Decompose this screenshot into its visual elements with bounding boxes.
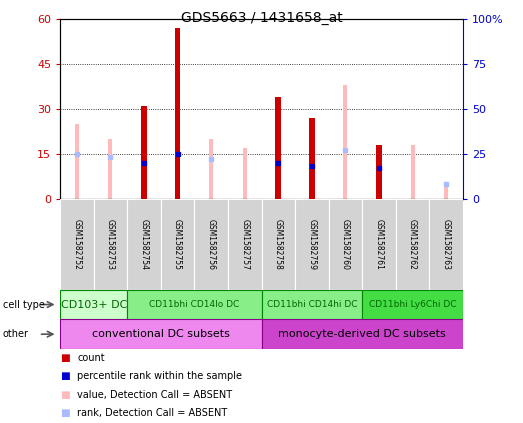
Bar bbox=[209, 139, 213, 199]
Text: GSM1582754: GSM1582754 bbox=[140, 219, 149, 270]
Bar bbox=[127, 199, 161, 290]
Bar bbox=[295, 199, 328, 290]
Text: monocyte-derived DC subsets: monocyte-derived DC subsets bbox=[278, 329, 446, 339]
Text: GSM1582761: GSM1582761 bbox=[374, 219, 383, 270]
Bar bbox=[411, 145, 415, 199]
Text: ■: ■ bbox=[60, 371, 70, 382]
Text: CD11bhi CD14lo DC: CD11bhi CD14lo DC bbox=[149, 300, 240, 309]
Bar bbox=[444, 187, 448, 199]
Text: cell type: cell type bbox=[3, 299, 44, 310]
Text: GSM1582758: GSM1582758 bbox=[274, 219, 283, 270]
Text: GSM1582755: GSM1582755 bbox=[173, 219, 182, 270]
Bar bbox=[362, 199, 396, 290]
Bar bbox=[429, 199, 463, 290]
Text: ■: ■ bbox=[60, 390, 70, 400]
Text: GDS5663 / 1431658_at: GDS5663 / 1431658_at bbox=[180, 11, 343, 25]
Bar bbox=[94, 199, 127, 290]
Bar bbox=[262, 319, 463, 349]
Bar bbox=[175, 28, 180, 199]
Bar bbox=[195, 199, 228, 290]
Bar bbox=[276, 97, 281, 199]
Text: GSM1582757: GSM1582757 bbox=[240, 219, 249, 270]
Text: rank, Detection Call = ABSENT: rank, Detection Call = ABSENT bbox=[77, 408, 228, 418]
Bar bbox=[344, 85, 347, 199]
Bar bbox=[127, 290, 262, 319]
Bar bbox=[60, 319, 262, 349]
Text: GSM1582759: GSM1582759 bbox=[308, 219, 316, 270]
Bar bbox=[60, 199, 94, 290]
Bar bbox=[396, 199, 429, 290]
Text: GSM1582753: GSM1582753 bbox=[106, 219, 115, 270]
Bar bbox=[161, 199, 195, 290]
Bar bbox=[108, 139, 112, 199]
Bar bbox=[60, 290, 127, 319]
Text: ■: ■ bbox=[60, 353, 70, 363]
Text: CD11bhi CD14hi DC: CD11bhi CD14hi DC bbox=[267, 300, 357, 309]
Bar bbox=[228, 199, 262, 290]
Bar bbox=[376, 145, 382, 199]
Text: GSM1582760: GSM1582760 bbox=[341, 219, 350, 270]
Bar bbox=[262, 290, 362, 319]
Text: GSM1582762: GSM1582762 bbox=[408, 219, 417, 270]
Text: value, Detection Call = ABSENT: value, Detection Call = ABSENT bbox=[77, 390, 233, 400]
Bar bbox=[328, 199, 362, 290]
Bar bbox=[262, 199, 295, 290]
Text: GSM1582756: GSM1582756 bbox=[207, 219, 215, 270]
Text: CD103+ DC: CD103+ DC bbox=[61, 299, 127, 310]
Text: percentile rank within the sample: percentile rank within the sample bbox=[77, 371, 242, 382]
Bar bbox=[75, 124, 79, 199]
Text: GSM1582763: GSM1582763 bbox=[441, 219, 451, 270]
Text: other: other bbox=[3, 329, 29, 339]
Text: GSM1582752: GSM1582752 bbox=[72, 219, 82, 270]
Text: ■: ■ bbox=[60, 408, 70, 418]
Bar bbox=[362, 290, 463, 319]
Text: count: count bbox=[77, 353, 105, 363]
Text: conventional DC subsets: conventional DC subsets bbox=[92, 329, 230, 339]
Text: CD11bhi Ly6Chi DC: CD11bhi Ly6Chi DC bbox=[369, 300, 456, 309]
Bar bbox=[309, 118, 315, 199]
Bar bbox=[141, 106, 147, 199]
Bar bbox=[243, 148, 247, 199]
